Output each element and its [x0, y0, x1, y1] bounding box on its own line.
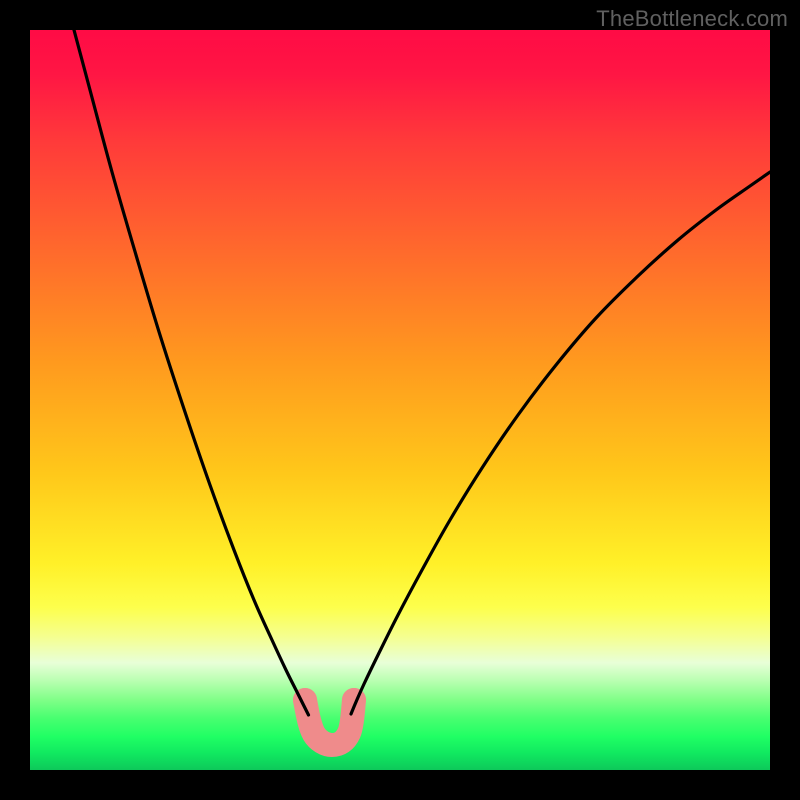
bottleneck-curve-right [351, 172, 770, 714]
chart-plot-area [30, 30, 770, 770]
watermark-text: TheBottleneck.com [596, 6, 788, 32]
bottleneck-curve-left [74, 30, 309, 715]
chart-curves-layer [30, 30, 770, 770]
